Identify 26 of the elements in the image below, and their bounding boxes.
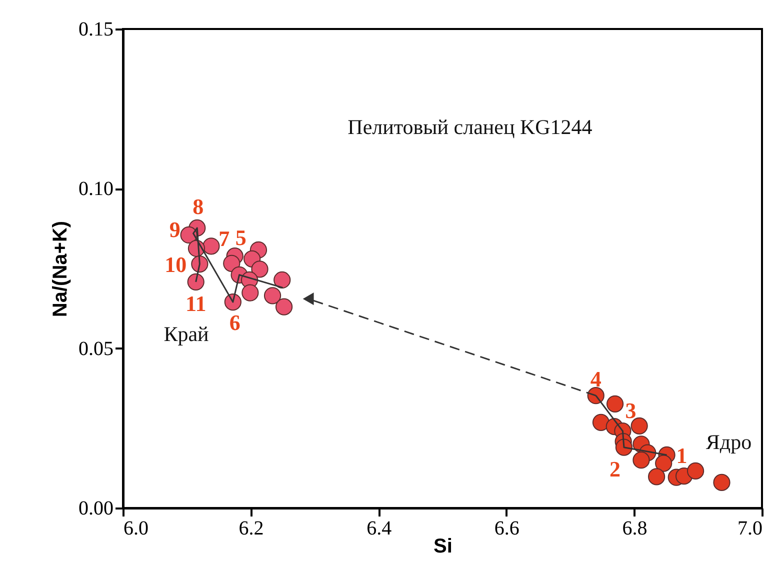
annotation: 5 — [235, 225, 246, 250]
annotation: 4 — [590, 366, 602, 392]
x-tick-label: 6.2 — [238, 518, 264, 540]
annotation: 6 — [229, 310, 240, 336]
annotation: Пелитовый сланец KG1244 — [348, 115, 593, 140]
y-tick-label: 0.15 — [78, 18, 114, 40]
y-tick-label: 0.05 — [78, 338, 114, 360]
y-tick-label: 0.10 — [78, 178, 114, 200]
x-tick-label: 7.0 — [738, 518, 762, 540]
annotation: 3 — [625, 398, 636, 424]
annotation: Край — [164, 322, 209, 346]
annotation: 8 — [192, 194, 204, 219]
annotation: 2 — [609, 456, 620, 482]
annotation: 1 — [676, 442, 688, 468]
x-tick-label: 6.0 — [124, 518, 148, 540]
annotation: Ядро — [706, 430, 752, 454]
annotation: 10 — [164, 252, 187, 278]
x-tick-label: 6.8 — [622, 518, 648, 540]
annotation: 7 — [218, 226, 230, 252]
y-axis-title: Na/(Na+K) — [50, 220, 72, 318]
annotation: 9 — [169, 216, 180, 242]
x-axis-title: Si — [434, 536, 452, 558]
x-tick-label: 6.6 — [494, 518, 520, 540]
annotation: 11 — [185, 290, 206, 316]
y-tick-label: 0.00 — [78, 498, 114, 520]
x-tick-label: 6.4 — [366, 518, 392, 540]
